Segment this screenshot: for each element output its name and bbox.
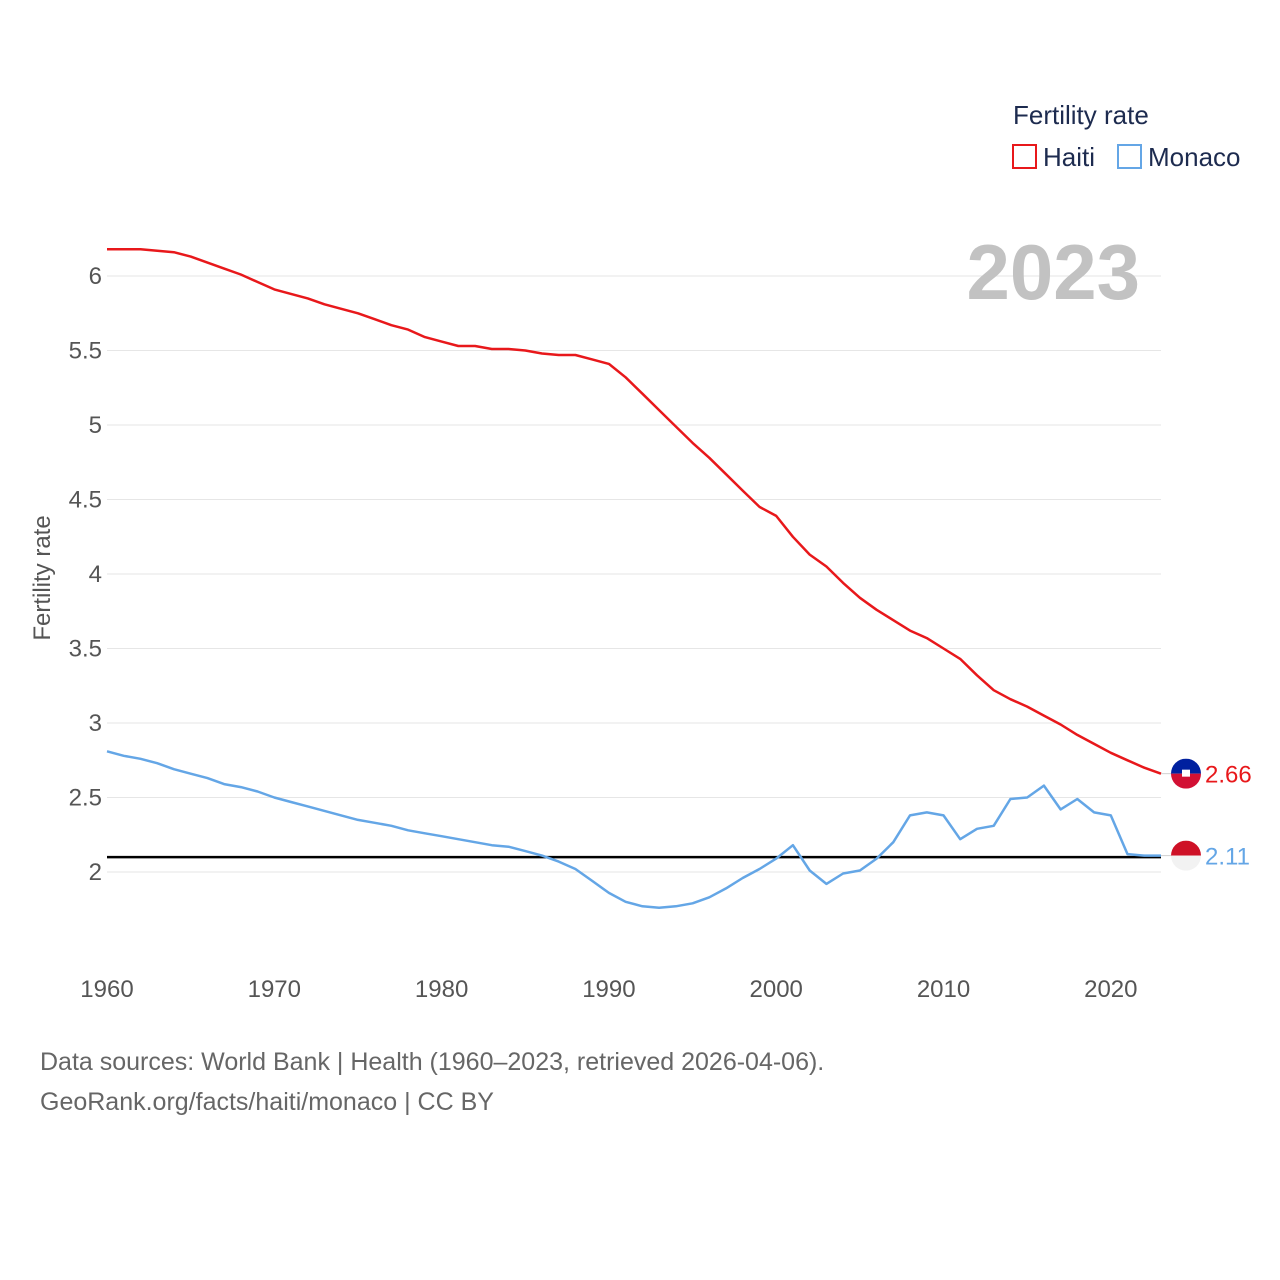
x-tick-label: 2000 xyxy=(750,976,803,1003)
x-tick-label: 1980 xyxy=(415,976,468,1003)
legend-item-haiti[interactable]: Haiti xyxy=(1012,142,1095,172)
series-line-monaco xyxy=(106,750,1161,910)
x-tick-label: 1960 xyxy=(80,976,133,1003)
y-tick-label: 5 xyxy=(89,412,102,439)
source-line: Data sources: World Bank | Health (1960–… xyxy=(40,1048,825,1076)
flag-red-band xyxy=(1171,773,1201,789)
y-tick-label: 4.5 xyxy=(69,487,102,514)
legend: Fertility rate Haiti Monaco xyxy=(1012,100,1241,172)
y-tick-label: 3 xyxy=(89,710,102,737)
legend-label-haiti: Haiti xyxy=(1043,142,1095,172)
source-note: Data sources: World Bank | Health (1960–… xyxy=(40,1042,824,1122)
legend-swatch-monaco xyxy=(1117,144,1142,169)
flag-red-band xyxy=(1171,840,1201,856)
source-link[interactable]: GeoRank.org/facts/haiti/monaco | CC BY xyxy=(40,1088,494,1116)
x-tick-label: 1990 xyxy=(582,976,635,1003)
y-tick-label: 3.5 xyxy=(69,636,102,663)
flag-emblem xyxy=(1182,769,1190,777)
year-label: 2023 xyxy=(966,228,1140,316)
flag-blue-band xyxy=(1171,758,1201,774)
series-line-haiti xyxy=(107,247,1162,775)
y-tick-label: 2 xyxy=(89,859,102,886)
x-tick-label: 2010 xyxy=(917,976,970,1003)
legend-label-monaco: Monaco xyxy=(1148,142,1241,172)
x-tick-label: 1970 xyxy=(248,976,301,1003)
legend-swatch-haiti xyxy=(1012,144,1037,169)
y-tick-label: 6 xyxy=(89,263,102,290)
x-axis-ticks: 1960 1970 1980 1990 2000 2010 2020 xyxy=(80,976,1137,1003)
legend-title: Fertility rate xyxy=(1013,100,1149,130)
end-label-haiti: 2.66 xyxy=(1205,762,1252,789)
y-tick-label: 2.5 xyxy=(69,785,102,812)
y-axis-title: Fertility rate xyxy=(29,515,56,640)
legend-item-monaco[interactable]: Monaco xyxy=(1117,142,1241,172)
end-markers: 2.66 2.11 xyxy=(1161,758,1252,871)
end-label-monaco: 2.11 xyxy=(1205,844,1250,871)
x-tick-label: 2020 xyxy=(1084,976,1137,1003)
fertility-rate-chart: 2 2.5 3 3.5 4 4.5 5 5.5 6 1960 1970 1980 1990 2000 20… xyxy=(29,100,1252,1003)
series-lines xyxy=(106,247,1162,910)
y-tick-label: 5.5 xyxy=(69,338,102,365)
y-tick-label: 4 xyxy=(89,561,102,588)
haiti-flag xyxy=(1171,758,1201,789)
y-axis-ticks: 2 2.5 3 3.5 4 4.5 5 5.5 6 xyxy=(69,263,102,886)
monaco-flag xyxy=(1171,840,1201,871)
flag-white-band xyxy=(1171,855,1201,871)
grid-lines xyxy=(107,275,1161,873)
